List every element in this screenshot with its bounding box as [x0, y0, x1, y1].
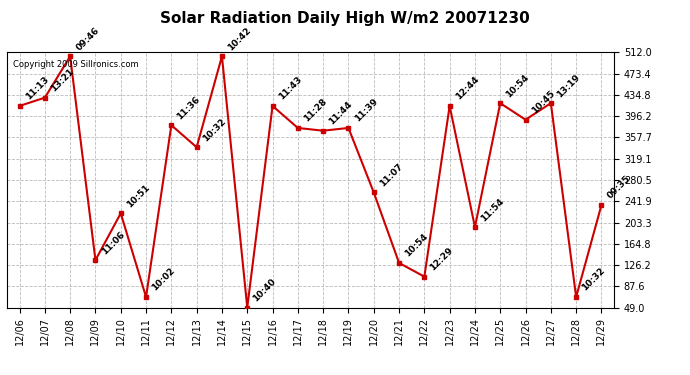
Text: 13:21: 13:21 [49, 67, 76, 93]
Text: 11:43: 11:43 [277, 75, 304, 102]
Text: 11:44: 11:44 [327, 100, 354, 126]
Text: 09:35: 09:35 [606, 174, 632, 201]
Text: 11:13: 11:13 [23, 75, 50, 102]
Text: 09:46: 09:46 [75, 26, 101, 52]
Text: 10:54: 10:54 [504, 72, 531, 99]
Text: 10:02: 10:02 [150, 267, 177, 293]
Text: Solar Radiation Daily High W/m2 20071230: Solar Radiation Daily High W/m2 20071230 [160, 11, 530, 26]
Text: 10:42: 10:42 [226, 26, 253, 52]
Text: 11:06: 11:06 [99, 230, 126, 256]
Text: 12:29: 12:29 [428, 246, 455, 273]
Text: 11:07: 11:07 [378, 162, 404, 188]
Text: 10:32: 10:32 [201, 117, 227, 143]
Text: 10:54: 10:54 [403, 232, 430, 259]
Text: 11:39: 11:39 [353, 97, 380, 124]
Text: Copyright 2009 Sillronics.com: Copyright 2009 Sillronics.com [13, 60, 139, 69]
Text: 11:36: 11:36 [175, 94, 202, 121]
Text: 10:40: 10:40 [251, 277, 278, 303]
Text: 10:45: 10:45 [530, 89, 556, 116]
Text: 10:51: 10:51 [125, 183, 151, 209]
Text: 11:54: 11:54 [479, 196, 506, 223]
Text: 13:19: 13:19 [555, 72, 582, 99]
Text: 10:32: 10:32 [580, 266, 607, 293]
Text: 12:44: 12:44 [454, 75, 481, 102]
Text: 11:28: 11:28 [302, 97, 328, 124]
